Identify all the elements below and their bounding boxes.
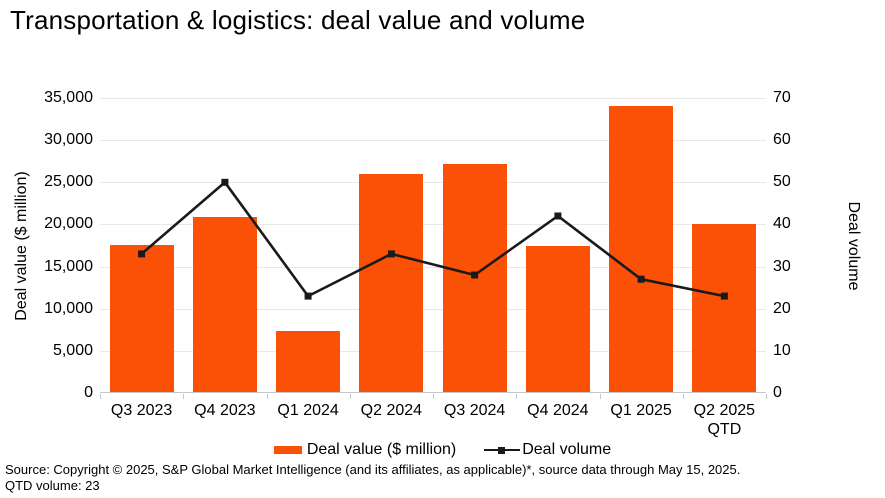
right-axis-title: Deal volume xyxy=(845,201,862,291)
left-axis-tick-label: 25,000 xyxy=(44,173,93,191)
legend: Deal value ($ million) Deal volume xyxy=(0,441,885,459)
legend-label-deal-volume: Deal volume xyxy=(522,441,612,458)
x-axis-tick-mark xyxy=(682,394,684,399)
right-axis-tick-label: 70 xyxy=(773,89,791,106)
gridline xyxy=(100,98,766,99)
line-point-q4-2024 xyxy=(554,212,562,220)
gridline xyxy=(100,224,766,226)
line-point-q1-2025 xyxy=(637,275,645,283)
right-axis-tick-label: 20 xyxy=(773,299,791,317)
gridline xyxy=(100,308,766,310)
legend-item-deal-volume: Deal volume xyxy=(484,441,611,459)
gridline xyxy=(100,182,766,184)
left-axis-tick-label: 0 xyxy=(84,384,93,401)
x-axis-category-label: Q2 2025 QTD xyxy=(693,402,756,438)
x-axis-tick-mark xyxy=(100,394,101,399)
right-axis-tick-label: 40 xyxy=(773,215,791,233)
gridline xyxy=(100,266,766,268)
x-axis-category-label: Q4 2023 xyxy=(194,402,256,419)
line-point-q2-2024 xyxy=(387,250,395,258)
bar-swatch-icon xyxy=(273,446,302,454)
bar-q2-2024 xyxy=(359,173,424,392)
bar-q2-2025 xyxy=(692,224,757,392)
x-axis-tick-mark xyxy=(433,394,434,399)
right-axis-tick-label: 30 xyxy=(773,257,791,275)
bar-q1-2025 xyxy=(609,106,674,392)
bar-q3-2023 xyxy=(109,244,174,392)
x-axis-tick-mark xyxy=(266,394,268,399)
x-axis-category-label: Q3 2023 xyxy=(110,402,173,419)
qtd-volume-note: QTD volume: 23 xyxy=(5,478,100,493)
right-axis-tick-label: 60 xyxy=(773,131,791,149)
right-axis-tick-label: 10 xyxy=(773,341,791,359)
x-axis-tick-mark xyxy=(349,394,351,399)
left-axis-tick-label: 35,000 xyxy=(44,89,93,106)
left-axis-tick-label: 15,000 xyxy=(44,257,93,275)
x-axis-category-label: Q4 2024 xyxy=(527,402,589,419)
bar-q1-2024 xyxy=(276,331,341,392)
x-axis-tick-mark xyxy=(516,394,518,399)
deal-volume-line xyxy=(140,180,725,298)
left-axis-tick-label: 5,000 xyxy=(52,341,93,359)
bar-q4-2023 xyxy=(192,216,257,392)
line-point-q4-2023 xyxy=(221,178,229,186)
x-axis-category-label: Q1 2025 xyxy=(610,402,672,419)
line-point-q1-2024 xyxy=(304,292,312,300)
gridline xyxy=(100,140,766,142)
x-axis-category-label: Q3 2024 xyxy=(443,402,506,419)
line-marker-swatch-icon xyxy=(484,446,521,455)
left-axis-tick-label: 20,000 xyxy=(44,215,93,233)
line-series xyxy=(138,178,728,300)
x-axis-tick-mark xyxy=(766,394,767,399)
left-axis-tick-label: 30,000 xyxy=(44,131,93,149)
gridline xyxy=(100,350,766,352)
plot-area xyxy=(100,98,766,393)
x-axis-category-label: Q2 2024 xyxy=(360,402,423,419)
right-axis-tick-label: 0 xyxy=(773,384,782,401)
left-axis-tick-label: 10,000 xyxy=(44,299,93,317)
x-axis-tick-mark xyxy=(599,394,601,399)
x-axis-tick-mark xyxy=(183,394,185,399)
legend-item-deal-value: Deal value ($ million) xyxy=(273,441,457,459)
chart-title: Transportation & logistics: deal value a… xyxy=(10,5,586,35)
bar-q4-2024 xyxy=(525,246,590,392)
x-axis-category-label: Q1 2024 xyxy=(277,402,339,419)
right-axis-tick-label: 50 xyxy=(773,173,791,191)
line-point-q3-2024 xyxy=(471,271,479,279)
line-point-q3-2023 xyxy=(138,250,146,258)
line-point-q2-2025 xyxy=(720,292,728,300)
source-note: Source: Copyright © 2025, S&P Global Mar… xyxy=(5,462,741,477)
bar-series xyxy=(100,98,766,392)
legend-label-deal-value: Deal value ($ million) xyxy=(306,441,457,458)
